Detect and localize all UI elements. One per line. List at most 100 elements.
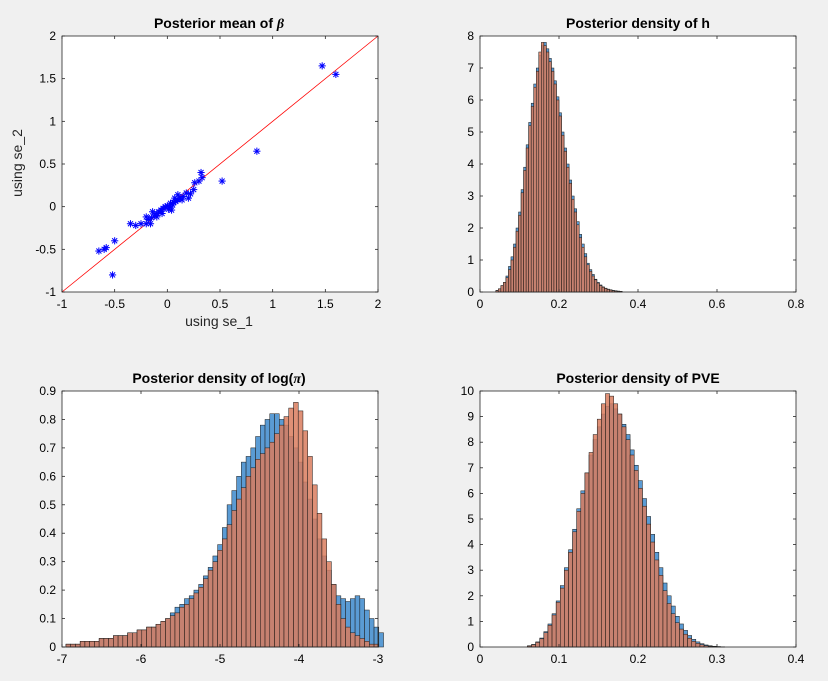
histogram-bar-se-2 — [533, 86, 537, 293]
y-tick-label: 8 — [467, 29, 474, 43]
histogram-bar-se-2 — [558, 115, 562, 293]
y-tick-label: 3 — [467, 189, 474, 203]
data-point-stroke — [149, 208, 156, 215]
h-density-panel: Posterior density of h 0 0.2 0.4 0.6 0.8 0 1 2 3… — [467, 15, 804, 311]
y-tick-label: 0.7 — [39, 441, 56, 455]
histogram-bar-se-2 — [687, 638, 692, 648]
y-tick-label: 6 — [467, 486, 474, 500]
histogram-bar-se-2 — [165, 618, 171, 648]
histogram-bar-se-2 — [236, 498, 242, 648]
histogram-bar-se-2 — [241, 487, 247, 648]
y-tick-label: 0.2 — [39, 583, 56, 597]
histogram-bar-se-2 — [563, 150, 567, 293]
y-tick-label: 0 — [467, 285, 474, 299]
histogram-bar-se-2 — [340, 618, 346, 648]
histogram-bar-se-2 — [658, 575, 664, 648]
y-tick-label: 0.9 — [39, 384, 56, 398]
histogram-bar-se-2 — [321, 538, 327, 648]
histogram-bar-se-2 — [578, 237, 583, 293]
y-tick-label: 0.5 — [39, 498, 56, 512]
data-point-stroke — [132, 222, 139, 229]
data-point — [111, 237, 119, 245]
histogram-bar-se-2 — [264, 447, 271, 648]
data-point — [178, 196, 186, 204]
data-point — [174, 191, 182, 199]
data-point-stroke — [159, 210, 165, 217]
x-tick-label: -1 — [57, 297, 68, 311]
data-point-stroke — [143, 220, 150, 227]
histogram-bar-se-2 — [646, 523, 651, 648]
data-point — [126, 220, 135, 228]
data-point-stroke — [153, 214, 160, 220]
histogram-bar-se-2 — [535, 70, 540, 293]
histogram-bar-se-2 — [127, 632, 133, 648]
histogram-bar-se-2 — [650, 541, 655, 648]
scatter-ylabel: using se_2 — [9, 129, 25, 197]
histogram-bar-se-2 — [350, 632, 356, 648]
data-point-stroke — [109, 272, 116, 278]
histogram-bar-se-2 — [255, 459, 261, 648]
histogram-bar-se-2 — [160, 621, 166, 648]
histogram-bar-se-2 — [572, 531, 577, 648]
histogram-bar-se-2 — [535, 642, 540, 648]
histogram-bar-se-2 — [307, 456, 313, 648]
data-point — [153, 213, 161, 221]
histogram-bar-se-2 — [654, 559, 660, 648]
data-point-stroke — [183, 190, 190, 196]
histogram-bar-se-2 — [98, 638, 105, 648]
y-tick-label: 0 — [467, 640, 474, 654]
histogram-bar-se-2 — [103, 638, 109, 648]
histogram-bar-se-2 — [566, 166, 570, 293]
histogram-bar-se-2 — [695, 643, 701, 648]
histogram-bar-se-2 — [538, 51, 542, 293]
histogram-bar-se-2 — [617, 413, 623, 648]
histogram-bar-se-2 — [543, 632, 549, 648]
data-point — [164, 205, 172, 213]
y-tick-label: 7 — [467, 461, 474, 475]
data-point-stroke — [219, 178, 225, 184]
histogram-bar-se-2 — [613, 403, 619, 648]
histogram-bar-se-2 — [523, 170, 527, 293]
histogram-bar-se-2 — [525, 147, 529, 293]
x-tick-label: 0.6 — [709, 297, 726, 311]
histogram-bar-se-1 — [369, 618, 375, 648]
y-tick-label: 0 — [49, 640, 56, 654]
histogram-bar-se-2 — [184, 604, 190, 648]
histogram-bar-se-2 — [596, 282, 600, 293]
x-tick-label: -4 — [294, 652, 305, 666]
y-tick-label: 6 — [467, 93, 474, 107]
data-point — [100, 245, 108, 253]
histogram-bar-se-2 — [326, 561, 332, 648]
histogram-bar-se-2 — [666, 603, 672, 648]
histogram-bar-se-2 — [561, 134, 565, 293]
x-tick-label: 1 — [269, 297, 276, 311]
histogram-bar-se-2 — [75, 643, 81, 648]
histogram-bar-se-2 — [541, 42, 545, 293]
data-point — [132, 221, 140, 230]
histogram-bar-se-2 — [312, 484, 318, 648]
y-tick-label: 4 — [467, 157, 474, 171]
histogram-bar-se-2 — [571, 198, 575, 293]
histogram-bar-se-2 — [589, 270, 593, 293]
data-point — [142, 213, 150, 221]
x-tick-label: 1.5 — [317, 297, 334, 311]
histogram-bar-se-2 — [212, 561, 218, 648]
x-tick-label: 0 — [477, 297, 484, 311]
data-point-stroke — [143, 214, 150, 220]
y-tick-label: 0 — [49, 200, 56, 214]
y-tick-label: 2 — [467, 221, 474, 235]
histogram-bar-se-2 — [584, 256, 588, 293]
y-tick-label: 1.5 — [39, 72, 56, 86]
histogram-bar-se-2 — [193, 592, 199, 648]
histogram-bar-se-2 — [500, 285, 504, 293]
histogram-bar-se-2 — [316, 513, 323, 648]
histogram-bar-se-2 — [528, 125, 532, 293]
histogram-bar-se-2 — [601, 403, 606, 648]
histogram-bar-se-2 — [151, 626, 157, 648]
histogram-bar-se-2 — [203, 578, 209, 648]
y-tick-label: 1 — [467, 253, 474, 267]
y-tick-label: 0.6 — [39, 469, 56, 483]
histogram-bar-se-2 — [683, 633, 688, 648]
histogram-bar-se-2 — [508, 269, 512, 293]
data-point-stroke — [185, 195, 192, 202]
